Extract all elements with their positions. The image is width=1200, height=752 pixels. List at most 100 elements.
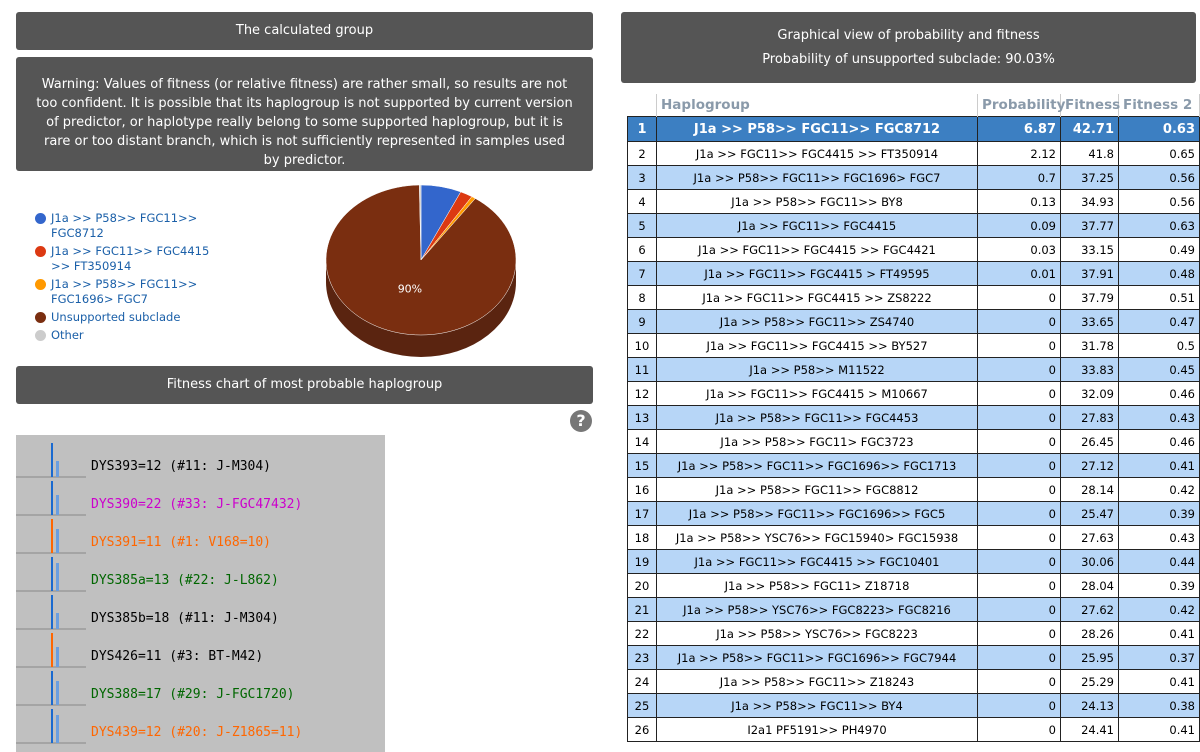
legend-swatch — [35, 330, 46, 341]
table-cell: 0.5 — [1118, 333, 1200, 358]
table-row: 17 J1a >> P58>> FGC11>> FGC1696>> FGC5 0 25… — [627, 501, 1200, 526]
table-cell: 2.12 — [977, 141, 1061, 166]
table-cell: 0 — [977, 573, 1061, 598]
table-cell: 18 — [627, 525, 657, 550]
dist-bar — [56, 715, 59, 743]
table-cell: 20 — [627, 573, 657, 598]
table-cell: 21 — [627, 597, 657, 622]
table-cell: 0.39 — [1118, 573, 1200, 598]
fitness-row: DYS385a=13 (#22: J-L862) — [91, 573, 279, 588]
table-cell: J1a >> P58>> FGC11>> FGC1696>> FGC1713 — [656, 453, 978, 478]
table-cell: 28.04 — [1060, 573, 1119, 598]
fitness-row: DYS385b=18 (#11: J-M304) — [91, 611, 279, 626]
table-row: 6 J1a >> FGC11>> FGC4415 >> FGC4421 0.03 33… — [627, 237, 1200, 262]
table-cell: 0.44 — [1118, 549, 1200, 574]
table-row: 14 J1a >> P58>> FGC11> FGC3723 0 26.45 0.46 — [627, 429, 1200, 454]
table-cell: J1a >> P58>> FGC11>> FGC1696>> FGC7944 — [656, 645, 978, 670]
table-cell: 32.09 — [1060, 381, 1119, 406]
table-cell: J1a >> P58>> M11522 — [656, 357, 978, 382]
table-row: 24 J1a >> P58>> FGC11>> Z18243 0 25.29 0.41 — [627, 669, 1200, 694]
table-cell: 0.46 — [1118, 381, 1200, 406]
table-cell: 0.38 — [1118, 693, 1200, 718]
table-cell: J1a >> FGC11>> FGC4415 >> FGC10401 — [656, 549, 978, 574]
table-row: 7 J1a >> FGC11>> FGC4415 > FT49595 0.01 37.… — [627, 261, 1200, 286]
table-cell: 14 — [627, 429, 657, 454]
table-cell: 0.42 — [1118, 597, 1200, 622]
column-header: Probability — [977, 94, 1065, 117]
table-cell: J1a >> P58>> FGC11>> FGC4453 — [656, 405, 978, 430]
column-header: Haplogroup — [656, 94, 978, 117]
table-cell: 33.83 — [1060, 357, 1119, 382]
legend-label: J1a >> P58>> FGC11>> FGC8712 — [51, 211, 198, 240]
dist-bar — [56, 647, 59, 667]
table-cell: 0.43 — [1118, 525, 1200, 550]
table-cell: 12 — [627, 381, 657, 406]
table-cell: 0.41 — [1118, 453, 1200, 478]
table-cell: 0.03 — [977, 237, 1061, 262]
table-row: 5 J1a >> FGC11>> FGC4415 0.09 37.77 0.63 — [627, 213, 1200, 238]
table-cell: 0.13 — [977, 189, 1061, 214]
table-cell: 30.06 — [1060, 549, 1119, 574]
table-cell: 0.47 — [1118, 309, 1200, 334]
table-cell: 27.63 — [1060, 525, 1119, 550]
table-cell: 37.79 — [1060, 285, 1119, 310]
table-cell: J1a >> P58>> FGC11>> FGC8812 — [656, 477, 978, 502]
dist-bar — [56, 563, 59, 591]
fitness-row: DYS426=11 (#3: BT-M42) — [91, 649, 263, 664]
table-cell: 27.12 — [1060, 453, 1119, 478]
table-cell: 0 — [977, 453, 1061, 478]
table-cell: 24.13 — [1060, 693, 1119, 718]
table-cell: 0.42 — [1118, 477, 1200, 502]
table-cell: 0.46 — [1118, 429, 1200, 454]
table-row: 8 J1a >> FGC11>> FGC4415 >> ZS8222 0 37.79 0… — [627, 285, 1200, 310]
legend-label: J1a >> FGC11>> FGC4415 >> FT350914 — [51, 244, 210, 273]
table-cell: J1a >> FGC11>> FGC4415 > FT49595 — [656, 261, 978, 286]
table-cell: 0 — [977, 645, 1061, 670]
table-cell: 26 — [627, 717, 657, 742]
fitness-row: DYS393=12 (#11: J-M304) — [91, 459, 271, 474]
table-cell: 25.29 — [1060, 669, 1119, 694]
table-cell: 34.93 — [1060, 189, 1119, 214]
table-cell: J1a >> P58>> FGC11>> Z18243 — [656, 669, 978, 694]
table-cell: 25 — [627, 693, 657, 718]
legend-item: J1a >> FGC11>> FGC4415 >> FT350914 — [35, 244, 225, 274]
fitness-row: DYS388=17 (#29: J-FGC1720) — [91, 687, 295, 702]
table-cell: 16 — [627, 477, 657, 502]
table-cell: 0.01 — [977, 261, 1061, 286]
fitness-row: DYS391=11 (#1: V168=10) — [91, 535, 271, 550]
table-row: 9 J1a >> P58>> FGC11>> ZS4740 0 33.65 0.47 — [627, 309, 1200, 334]
table-row: 15 J1a >> P58>> FGC11>> FGC1696>> FGC1713… — [627, 453, 1200, 478]
graph-header: Graphical view of probability and fitnes… — [621, 12, 1196, 83]
table-cell: 33.65 — [1060, 309, 1119, 334]
table-cell: 28.26 — [1060, 621, 1119, 646]
table-cell: 26.45 — [1060, 429, 1119, 454]
table-row: 22 J1a >> P58>> YSC76>> FGC8223 0 28.26 0.41 — [627, 621, 1200, 646]
dist-bar — [56, 461, 59, 477]
table-cell: 0.41 — [1118, 669, 1200, 694]
table-cell: 0.51 — [1118, 285, 1200, 310]
table-cell: 0 — [977, 405, 1061, 430]
table-row: 2 J1a >> FGC11>> FGC4415 >> FT350914 2.12 4… — [627, 141, 1200, 166]
table-row: 21 J1a >> P58>> YSC76>> FGC8223> FGC8216 0… — [627, 597, 1200, 622]
dist-bar — [56, 681, 59, 705]
table-cell: J1a >> P58>> YSC76>> FGC15940> FGC15938 — [656, 525, 978, 550]
table-cell: 0.49 — [1118, 237, 1200, 262]
table-cell: 0 — [977, 669, 1061, 694]
table-cell: 7 — [627, 261, 657, 286]
graph-title: Graphical view of probability and fitnes… — [777, 28, 1040, 43]
table-cell: J1a >> P58>> FGC11>> ZS4740 — [656, 309, 978, 334]
table-cell: J1a >> P58>> FGC11> Z18718 — [656, 573, 978, 598]
table-cell: 0.7 — [977, 165, 1061, 190]
table-cell: 0 — [977, 477, 1061, 502]
table-cell: 15 — [627, 453, 657, 478]
legend-swatch — [35, 312, 46, 323]
table-cell: 0 — [977, 501, 1061, 526]
table-cell: 0 — [977, 333, 1061, 358]
table-cell: 6.87 — [977, 116, 1061, 142]
table-cell: 0.43 — [1118, 405, 1200, 430]
legend-item: J1a >> P58>> FGC11>> FGC8712 — [35, 211, 225, 241]
table-cell: 0.39 — [1118, 501, 1200, 526]
help-icon[interactable]: ? — [570, 410, 592, 432]
calc-group-header: The calculated group — [16, 12, 593, 50]
